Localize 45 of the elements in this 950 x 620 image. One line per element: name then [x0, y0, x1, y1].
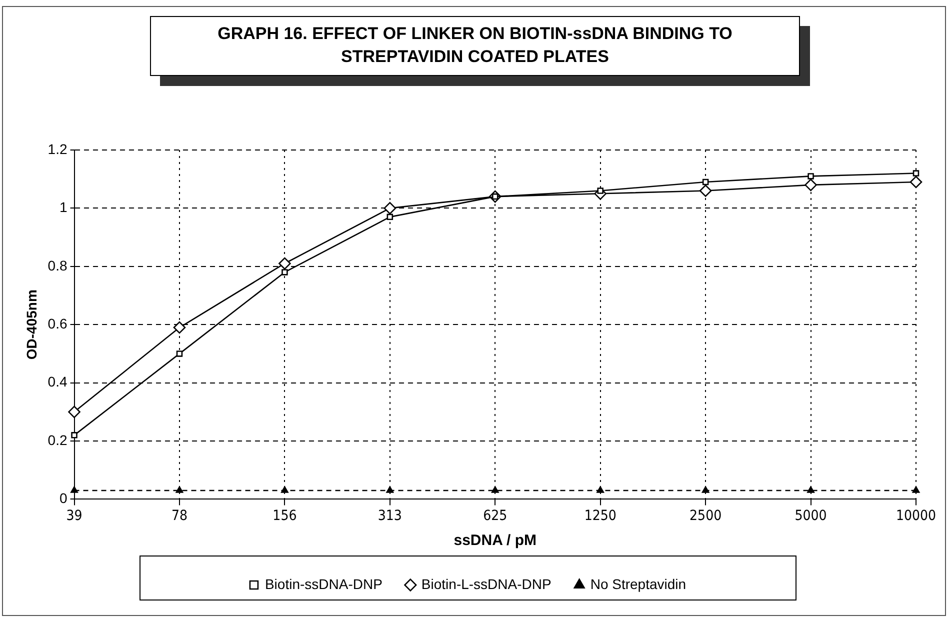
y-tick-label: 0	[59, 490, 68, 506]
point	[281, 486, 288, 493]
x-tick-label: 313	[378, 508, 402, 524]
x-tick-label: 156	[272, 508, 297, 524]
x-tick-label: 39	[66, 508, 82, 524]
x-axis-title: ssDNA / pM	[454, 532, 537, 550]
chart-title: GRAPH 16. EFFECT OF LINKER ON BIOTIN-ssDNA BINDING TO STREPTAVIDIN COATED PLATES	[150, 16, 800, 76]
x-tick-label: 78	[171, 508, 188, 524]
point	[804, 178, 817, 192]
legend-label: Biotin-ssDNA-DNP	[264, 576, 382, 592]
point	[699, 184, 712, 197]
point	[176, 486, 184, 493]
point	[173, 321, 186, 334]
point	[808, 173, 814, 180]
x-tick-label: 5000	[794, 508, 827, 524]
point	[807, 486, 814, 493]
y-tick-label: 0.8	[48, 257, 68, 274]
point	[282, 269, 288, 276]
legend-label: Biotin-L-ssDNA-DNP	[421, 576, 552, 592]
point	[702, 178, 709, 186]
point	[384, 202, 396, 214]
x-tick-label: 1250	[584, 508, 616, 524]
x-tick-label: 625	[483, 508, 508, 524]
point	[386, 486, 394, 493]
point	[702, 486, 710, 493]
point	[71, 432, 78, 438]
y-tick-label: 1	[59, 199, 68, 216]
point	[278, 257, 291, 270]
point	[70, 486, 78, 493]
y-tick-label: 0.6	[48, 315, 68, 332]
point	[68, 406, 80, 418]
x-tick-label: 2500	[690, 508, 722, 524]
y-tick-label: 0.4	[48, 374, 68, 390]
x-tick-label: 10000	[896, 508, 936, 524]
point	[176, 350, 183, 357]
point	[491, 486, 499, 493]
legend-label: No Streptavidin	[590, 576, 686, 592]
y-tick-label: 0.2	[48, 432, 68, 448]
y-tick-label: 1.2	[48, 140, 68, 157]
point	[912, 170, 920, 176]
point	[910, 176, 922, 188]
point	[596, 486, 604, 493]
point	[912, 486, 920, 493]
point	[386, 214, 394, 220]
y-axis-title: OD-405nm	[23, 290, 40, 360]
